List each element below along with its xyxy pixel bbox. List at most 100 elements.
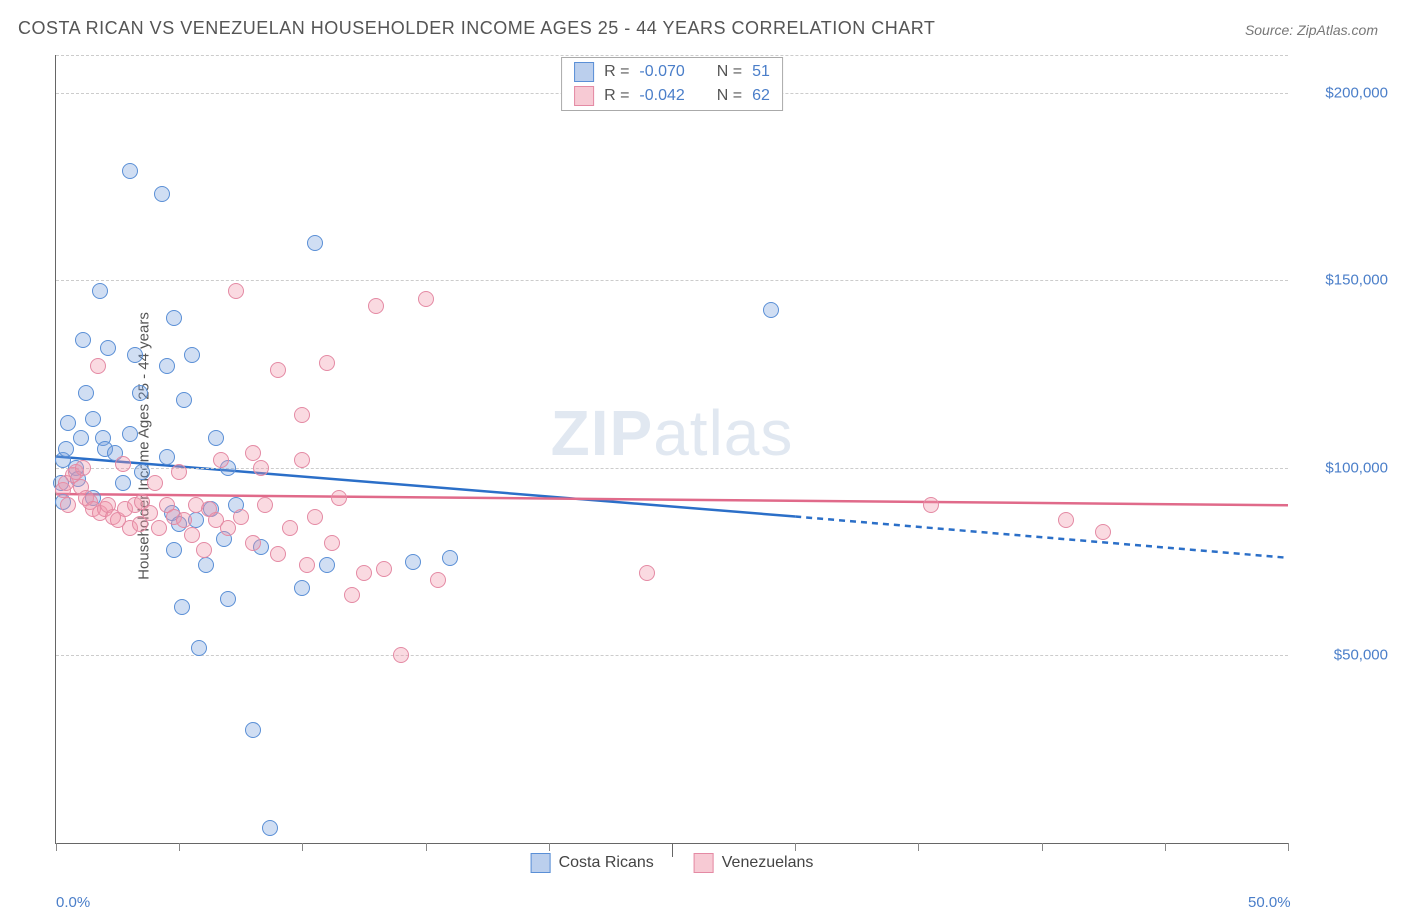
x-tick [1288, 843, 1289, 851]
data-point-pink [270, 546, 286, 562]
data-point-blue [166, 310, 182, 326]
x-tick [549, 843, 550, 851]
data-point-blue [73, 430, 89, 446]
source-value: ZipAtlas.com [1297, 22, 1378, 38]
watermark-rest: atlas [653, 397, 793, 469]
gridline-h [56, 280, 1288, 281]
x-tick [1165, 843, 1166, 851]
data-point-pink [253, 460, 269, 476]
y-tick-label: $150,000 [1325, 272, 1388, 289]
data-point-blue [100, 340, 116, 356]
x-tick [795, 843, 796, 851]
data-point-blue [60, 415, 76, 431]
data-point-blue [191, 640, 207, 656]
data-point-pink [299, 557, 315, 573]
data-point-blue [208, 430, 224, 446]
data-point-blue [92, 283, 108, 299]
source-attribution: Source: ZipAtlas.com [1245, 22, 1378, 38]
watermark: ZIPatlas [551, 396, 794, 470]
swatch-pink-icon [694, 853, 714, 873]
data-point-pink [307, 509, 323, 525]
data-point-blue [85, 411, 101, 427]
gridline-h [56, 468, 1288, 469]
legend-row-blue: R = -0.070 N = 51 [562, 60, 782, 84]
n-label: N = [717, 63, 742, 81]
data-point-blue [122, 163, 138, 179]
data-point-blue [176, 392, 192, 408]
x-tick-label: 0.0% [56, 894, 90, 911]
data-point-pink [923, 497, 939, 513]
data-point-pink [115, 456, 131, 472]
scatter-chart: ZIPatlas R = -0.070 N = 51 R = -0.042 N … [55, 55, 1288, 844]
data-point-blue [262, 820, 278, 836]
x-tick [302, 843, 303, 851]
swatch-blue [574, 62, 594, 82]
data-point-blue [245, 722, 261, 738]
data-point-pink [319, 355, 335, 371]
x-tick [426, 843, 427, 851]
data-point-blue [78, 385, 94, 401]
data-point-pink [213, 452, 229, 468]
data-point-pink [356, 565, 372, 581]
data-point-blue [166, 542, 182, 558]
data-point-pink [294, 452, 310, 468]
data-point-blue [115, 475, 131, 491]
data-point-blue [763, 302, 779, 318]
data-point-pink [220, 520, 236, 536]
data-point-pink [639, 565, 655, 581]
data-point-pink [171, 464, 187, 480]
y-tick-label: $50,000 [1334, 647, 1388, 664]
data-point-blue [159, 358, 175, 374]
data-point-pink [282, 520, 298, 536]
data-point-pink [245, 445, 261, 461]
data-point-blue [75, 332, 91, 348]
data-point-blue [319, 557, 335, 573]
r-value-blue: -0.070 [639, 63, 684, 81]
data-point-blue [132, 385, 148, 401]
data-point-blue [184, 347, 200, 363]
data-point-pink [176, 512, 192, 528]
data-point-pink [368, 298, 384, 314]
legend-row-pink: R = -0.042 N = 62 [562, 84, 782, 108]
data-point-pink [228, 283, 244, 299]
data-point-pink [90, 358, 106, 374]
data-point-pink [344, 587, 360, 603]
source-label: Source: [1245, 22, 1297, 38]
data-point-blue [220, 591, 236, 607]
x-tick-label: 50.0% [1248, 894, 1291, 911]
y-tick-label: $200,000 [1325, 84, 1388, 101]
x-tick [56, 843, 57, 851]
gridline-h [56, 655, 1288, 656]
data-point-pink [245, 535, 261, 551]
x-tick [179, 843, 180, 851]
r-value-pink: -0.042 [639, 87, 684, 105]
legend-item-blue: Costa Ricans [531, 853, 654, 873]
swatch-pink [574, 86, 594, 106]
correlation-legend: R = -0.070 N = 51 R = -0.042 N = 62 [561, 57, 783, 111]
data-point-blue [122, 426, 138, 442]
data-point-pink [393, 647, 409, 663]
data-point-pink [418, 291, 434, 307]
data-point-blue [159, 449, 175, 465]
legend-item-pink: Venezuelans [694, 853, 814, 873]
x-tick [1042, 843, 1043, 851]
data-point-blue [442, 550, 458, 566]
trend-lines [56, 55, 1288, 843]
data-point-blue [294, 580, 310, 596]
data-point-pink [233, 509, 249, 525]
x-tick-major [672, 843, 673, 857]
data-point-pink [60, 497, 76, 513]
data-point-pink [270, 362, 286, 378]
watermark-bold: ZIP [551, 397, 654, 469]
data-point-blue [174, 599, 190, 615]
data-point-pink [75, 460, 91, 476]
data-point-pink [376, 561, 392, 577]
r-label: R = [604, 63, 629, 81]
data-point-pink [151, 520, 167, 536]
n-value-pink: 62 [752, 87, 770, 105]
legend-label-blue: Costa Ricans [559, 854, 654, 872]
data-point-blue [405, 554, 421, 570]
data-point-pink [294, 407, 310, 423]
data-point-blue [58, 441, 74, 457]
data-point-pink [1058, 512, 1074, 528]
